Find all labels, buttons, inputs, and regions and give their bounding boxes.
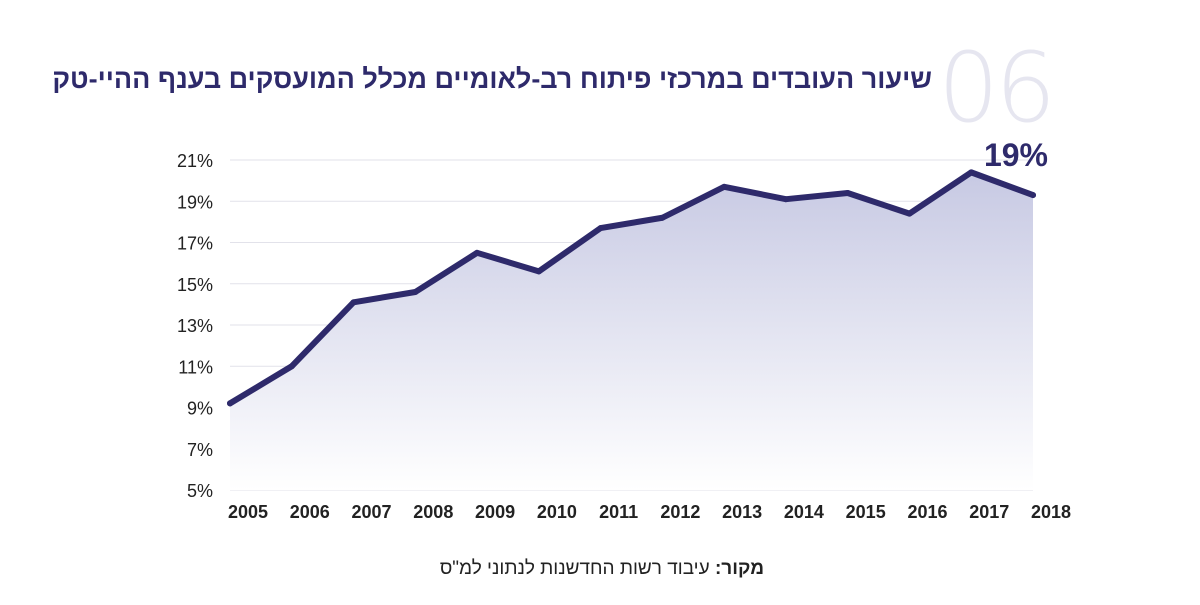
source-text: עיבוד רשות החדשנות לנתוני למ"ס	[439, 558, 710, 579]
x-tick-label: 2008	[413, 502, 453, 522]
y-tick-label: 13%	[177, 316, 213, 336]
x-tick-label: 2011	[599, 502, 638, 522]
data-point	[474, 249, 481, 256]
x-tick-label: 2009	[475, 502, 515, 522]
x-tick-label: 2016	[907, 502, 947, 522]
x-tick-label: 2015	[846, 502, 886, 522]
data-point	[721, 183, 728, 190]
y-tick-label: 19%	[177, 192, 213, 212]
data-point	[227, 400, 233, 407]
data-point	[288, 363, 295, 370]
y-tick-label: 21%	[177, 151, 213, 171]
data-point	[844, 190, 851, 196]
x-tick-label: 2005	[228, 502, 268, 522]
y-tick-label: 17%	[177, 234, 213, 254]
data-point	[659, 214, 666, 221]
data-point	[968, 169, 975, 176]
y-tick-label: 11%	[178, 357, 213, 377]
y-tick-label: 5%	[187, 481, 213, 501]
y-tick-label: 15%	[177, 275, 213, 295]
annotation-label: 19%	[984, 137, 1048, 173]
data-point	[597, 225, 604, 232]
x-tick-label: 2007	[352, 502, 392, 522]
source-note: מקור: עיבוד רשות החדשנות לנתוני למ"ס	[440, 558, 764, 580]
x-tick-label: 2018	[1031, 502, 1071, 522]
data-point	[350, 299, 357, 306]
y-tick-label: 9%	[187, 399, 213, 419]
x-tick-label: 2013	[722, 502, 762, 522]
data-point	[535, 268, 542, 275]
y-tick-label: 7%	[187, 440, 213, 460]
data-point	[906, 210, 913, 217]
data-point	[1030, 192, 1036, 199]
source-label: מקור:	[714, 558, 764, 579]
chart-title: שיעור העובדים במרכזי פיתוח רב-לאומיים מכ…	[52, 64, 932, 94]
x-tick-label: 2014	[784, 502, 824, 522]
area-fill	[230, 172, 1033, 490]
data-point	[782, 196, 789, 203]
figure-number: 06	[938, 32, 1056, 144]
x-tick-label: 2017	[969, 502, 1009, 522]
x-tick-label: 2006	[290, 502, 330, 522]
x-tick-label: 2010	[537, 502, 577, 522]
series-line	[227, 169, 1036, 407]
x-tick-label: 2012	[660, 502, 700, 522]
data-point	[412, 289, 419, 295]
